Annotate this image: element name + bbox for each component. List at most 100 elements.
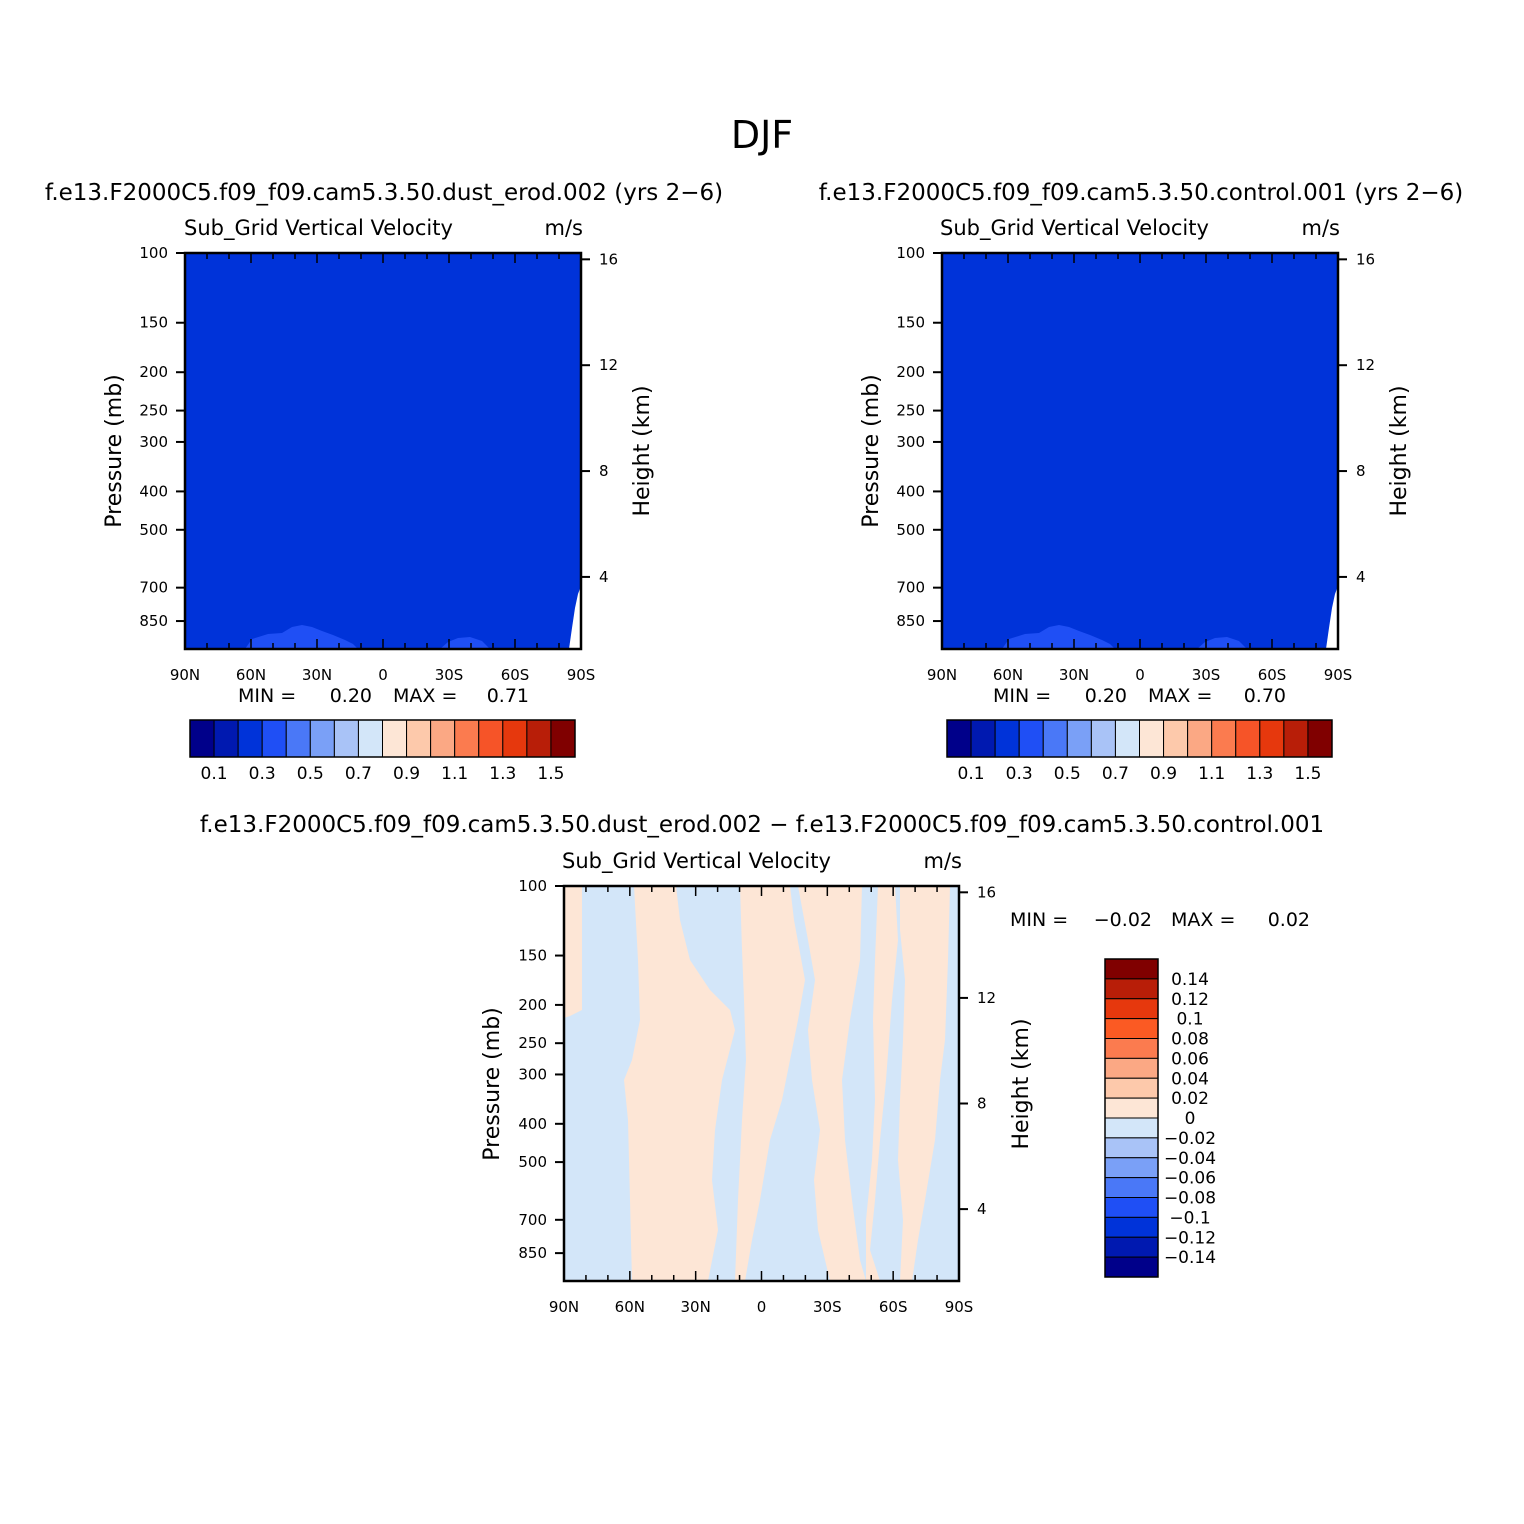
colorbar-swatch: [1104, 1077, 1159, 1099]
contour-fill-background: [942, 253, 1338, 649]
plot-frame: 100 150 200 250 300 400 500 700 850 16 12 8 4 90N 60N 3…: [896, 244, 1375, 684]
colorbar-label: 1.1: [441, 764, 468, 784]
pressure-tick-label: 200: [518, 996, 547, 1014]
pressure-tick-label: 250: [896, 402, 925, 420]
colorbar-swatch: [1104, 1097, 1159, 1119]
height-tick-label: 16: [1356, 250, 1375, 268]
colorbar-swatch: [478, 719, 504, 758]
height-axis-title: Height (km): [630, 385, 655, 516]
colorbar-swatch: [1104, 1137, 1159, 1159]
colorbar-label: 0.5: [1054, 764, 1081, 784]
colorbar-swatch: [1114, 719, 1140, 758]
pressure-tick-label: 500: [139, 521, 168, 539]
min-value: 0.20: [1085, 685, 1127, 707]
pressure-tick-label: 300: [896, 433, 925, 451]
pressure-tick-label: 200: [139, 363, 168, 381]
contour-region-positive: [798, 886, 866, 1281]
contour-plot: [564, 886, 959, 1281]
colorbar-swatch: [1066, 719, 1092, 758]
colorbar-label: −0.14: [1164, 1248, 1216, 1268]
colorbar-swatch: [213, 719, 239, 758]
lat-tick-label: 60S: [879, 1298, 908, 1316]
pressure-tick-label: 400: [896, 482, 925, 500]
contour-region-high: [440, 637, 490, 649]
colorbar-label: 0.9: [1150, 764, 1177, 784]
colorbar-label: 0.08: [1171, 1030, 1209, 1050]
colorbar-label: 0.1: [1176, 1010, 1203, 1030]
colorbar-label: 1.5: [1294, 764, 1321, 784]
pressure-axis-title: Pressure (mb): [102, 374, 127, 528]
lat-tick-label: 30S: [435, 666, 464, 684]
colorbar-label: 0.02: [1171, 1089, 1209, 1109]
panel-units-label: m/s: [924, 849, 962, 873]
colorbar-swatch: [970, 719, 996, 758]
colorbar-swatch: [1163, 719, 1189, 758]
colorbar-swatch: [1139, 719, 1165, 758]
contour-plot: [942, 253, 1338, 649]
colorbar-swatch: [1104, 1057, 1159, 1079]
colorbar-label: 1.3: [489, 764, 516, 784]
pressure-axis-title: Pressure (mb): [859, 374, 884, 528]
panel-dust-erod: f.e13.F2000C5.f09_f09.cam5.3.50.dust_ero…: [45, 180, 723, 784]
lat-tick-label: 30N: [1059, 666, 1089, 684]
min-label: MIN =: [238, 685, 296, 707]
colorbar-label: 0.1: [201, 764, 228, 784]
colorbar-swatch: [1307, 719, 1333, 758]
height-axis-title: Height (km): [1009, 1018, 1034, 1149]
colorbar-swatch: [1283, 719, 1309, 758]
lat-tick-label: 60S: [501, 666, 530, 684]
colorbar-swatch: [1104, 1216, 1159, 1238]
panel-difference: f.e13.F2000C5.f09_f09.cam5.3.50.dust_ero…: [200, 812, 1324, 1316]
colorbar-swatch: [406, 719, 432, 758]
colorbar-swatch: [333, 719, 359, 758]
pressure-tick-label: 500: [896, 521, 925, 539]
colorbar-label: 0.3: [249, 764, 276, 784]
lat-tick-label: 0: [1135, 666, 1145, 684]
panel-units-label: m/s: [1302, 216, 1340, 240]
colorbar-swatch: [261, 719, 287, 758]
min-label: MIN =: [1010, 909, 1068, 931]
lat-tick-label: 60N: [993, 666, 1023, 684]
height-tick-label: 4: [1356, 568, 1366, 586]
colorbar-label: 0.5: [297, 764, 324, 784]
colorbar-swatch: [1042, 719, 1068, 758]
min-value: 0.20: [330, 685, 372, 707]
max-value: 0.02: [1268, 909, 1310, 931]
panel-control: f.e13.F2000C5.f09_f09.cam5.3.50.control.…: [819, 180, 1463, 784]
panel-units-label: m/s: [545, 216, 583, 240]
max-label: MAX =: [1171, 909, 1235, 931]
max-label: MAX =: [393, 685, 457, 707]
lat-tick-label: 0: [378, 666, 388, 684]
colorbar-swatch: [1104, 1117, 1159, 1139]
height-tick-label: 12: [1356, 356, 1375, 374]
height-tick-label: 8: [977, 1095, 987, 1113]
colorbar-label: −0.08: [1164, 1189, 1216, 1209]
pressure-tick-label: 500: [518, 1153, 547, 1171]
colorbar-swatch: [1211, 719, 1237, 758]
height-tick-label: 12: [599, 356, 618, 374]
contour-fill-background: [185, 253, 581, 649]
colorbar-swatch: [1104, 1177, 1159, 1198]
colorbar-swatch: [1104, 1256, 1159, 1278]
lat-tick-label: 90S: [567, 666, 596, 684]
lat-tick-label: 30N: [302, 666, 332, 684]
pressure-tick-label: 250: [518, 1034, 547, 1052]
lat-tick-label: 30N: [681, 1298, 711, 1316]
pressure-tick-label: 300: [139, 433, 168, 451]
lat-tick-label: 0: [757, 1298, 767, 1316]
colorbar-label: 1.3: [1246, 764, 1273, 784]
pressure-tick-label: 400: [518, 1115, 547, 1133]
contour-region-missing: [1326, 586, 1338, 649]
colorbar-swatch: [1235, 719, 1261, 758]
colorbar-label: −0.12: [1164, 1228, 1216, 1248]
plot-frame: 100 150 200 250 300 400 500 700 850 16 12 8 4 90N 60N 3…: [139, 244, 618, 684]
lat-tick-label: 90S: [945, 1298, 974, 1316]
contour-region-missing: [569, 586, 581, 649]
lat-tick-label: 30S: [813, 1298, 842, 1316]
panel-case-title: f.e13.F2000C5.f09_f09.cam5.3.50.dust_ero…: [45, 180, 723, 206]
panel-variable-label: Sub_Grid Vertical Velocity: [562, 849, 831, 874]
pressure-tick-label: 300: [518, 1065, 547, 1083]
colorbar-swatch: [1187, 719, 1213, 758]
plot-frame: 100 150 200 250 300 400 500 700 850 16 12 8 4 90N 60N 3…: [518, 877, 996, 1316]
